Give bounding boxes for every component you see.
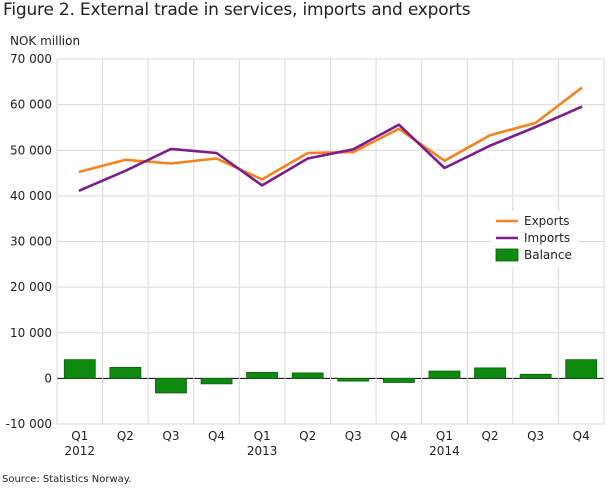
balance-bar bbox=[200, 377, 233, 385]
y-tick-label: -10 000 bbox=[6, 417, 52, 431]
axis-layer: -10 000 0 10 000 20 000 30 000 40 000 50 000 60… bbox=[6, 52, 590, 458]
balance-bar bbox=[109, 367, 142, 379]
y-tick-label: 40 000 bbox=[10, 189, 52, 203]
y-tick-label: 0 bbox=[44, 371, 52, 385]
x-tick-label: Q4 bbox=[208, 429, 225, 443]
y-tick-label: 30 000 bbox=[10, 235, 52, 249]
grid-layer bbox=[56, 58, 605, 425]
y-tick-label: 50 000 bbox=[10, 143, 52, 157]
balance-bar bbox=[428, 370, 461, 379]
balance-bar bbox=[382, 377, 415, 383]
chart-title: Figure 2. External trade in services, im… bbox=[3, 0, 471, 20]
imports-line bbox=[78, 105, 583, 192]
legend-label-balance: Balance bbox=[524, 248, 572, 262]
x-tick-label: Q2 bbox=[299, 429, 316, 443]
x-tick-label: Q1 bbox=[436, 429, 453, 443]
x-year-label: 2012 bbox=[65, 444, 96, 458]
balance-bar bbox=[565, 359, 598, 379]
y-tick-label: 20 000 bbox=[10, 280, 52, 294]
balance-bar bbox=[63, 359, 96, 379]
source-note: Source: Statistics Norway. bbox=[2, 474, 132, 485]
legend-label-imports: Imports bbox=[524, 231, 570, 245]
bar-layer bbox=[63, 359, 598, 394]
x-tick-label: Q1 bbox=[71, 429, 88, 443]
balance-bar bbox=[291, 372, 324, 379]
y-tick-label: 10 000 bbox=[10, 326, 52, 340]
x-tick-label: Q3 bbox=[345, 429, 362, 443]
legend-swatch-balance bbox=[495, 248, 519, 262]
x-year-label: 2014 bbox=[429, 444, 460, 458]
y-axis-label: NOK million bbox=[10, 34, 81, 48]
x-tick-label: Q3 bbox=[527, 429, 544, 443]
balance-bar bbox=[337, 377, 370, 382]
balance-bar bbox=[246, 372, 279, 379]
x-tick-label: Q3 bbox=[162, 429, 179, 443]
x-tick-label: Q4 bbox=[390, 429, 407, 443]
exports-line bbox=[78, 86, 583, 181]
x-tick-label: Q4 bbox=[573, 429, 590, 443]
y-tick-label: 60 000 bbox=[10, 98, 52, 112]
y-tick-label: 70 000 bbox=[10, 52, 52, 66]
legend: Exports Imports Balance bbox=[492, 211, 578, 267]
line-layer bbox=[78, 86, 583, 192]
x-tick-label: Q2 bbox=[481, 429, 498, 443]
balance-bar bbox=[519, 373, 552, 379]
x-year-label: 2013 bbox=[247, 444, 278, 458]
x-tick-label: Q2 bbox=[117, 429, 134, 443]
balance-bar bbox=[155, 377, 187, 394]
legend-label-exports: Exports bbox=[524, 214, 570, 228]
x-tick-label: Q1 bbox=[254, 429, 271, 443]
balance-bar bbox=[474, 367, 506, 379]
